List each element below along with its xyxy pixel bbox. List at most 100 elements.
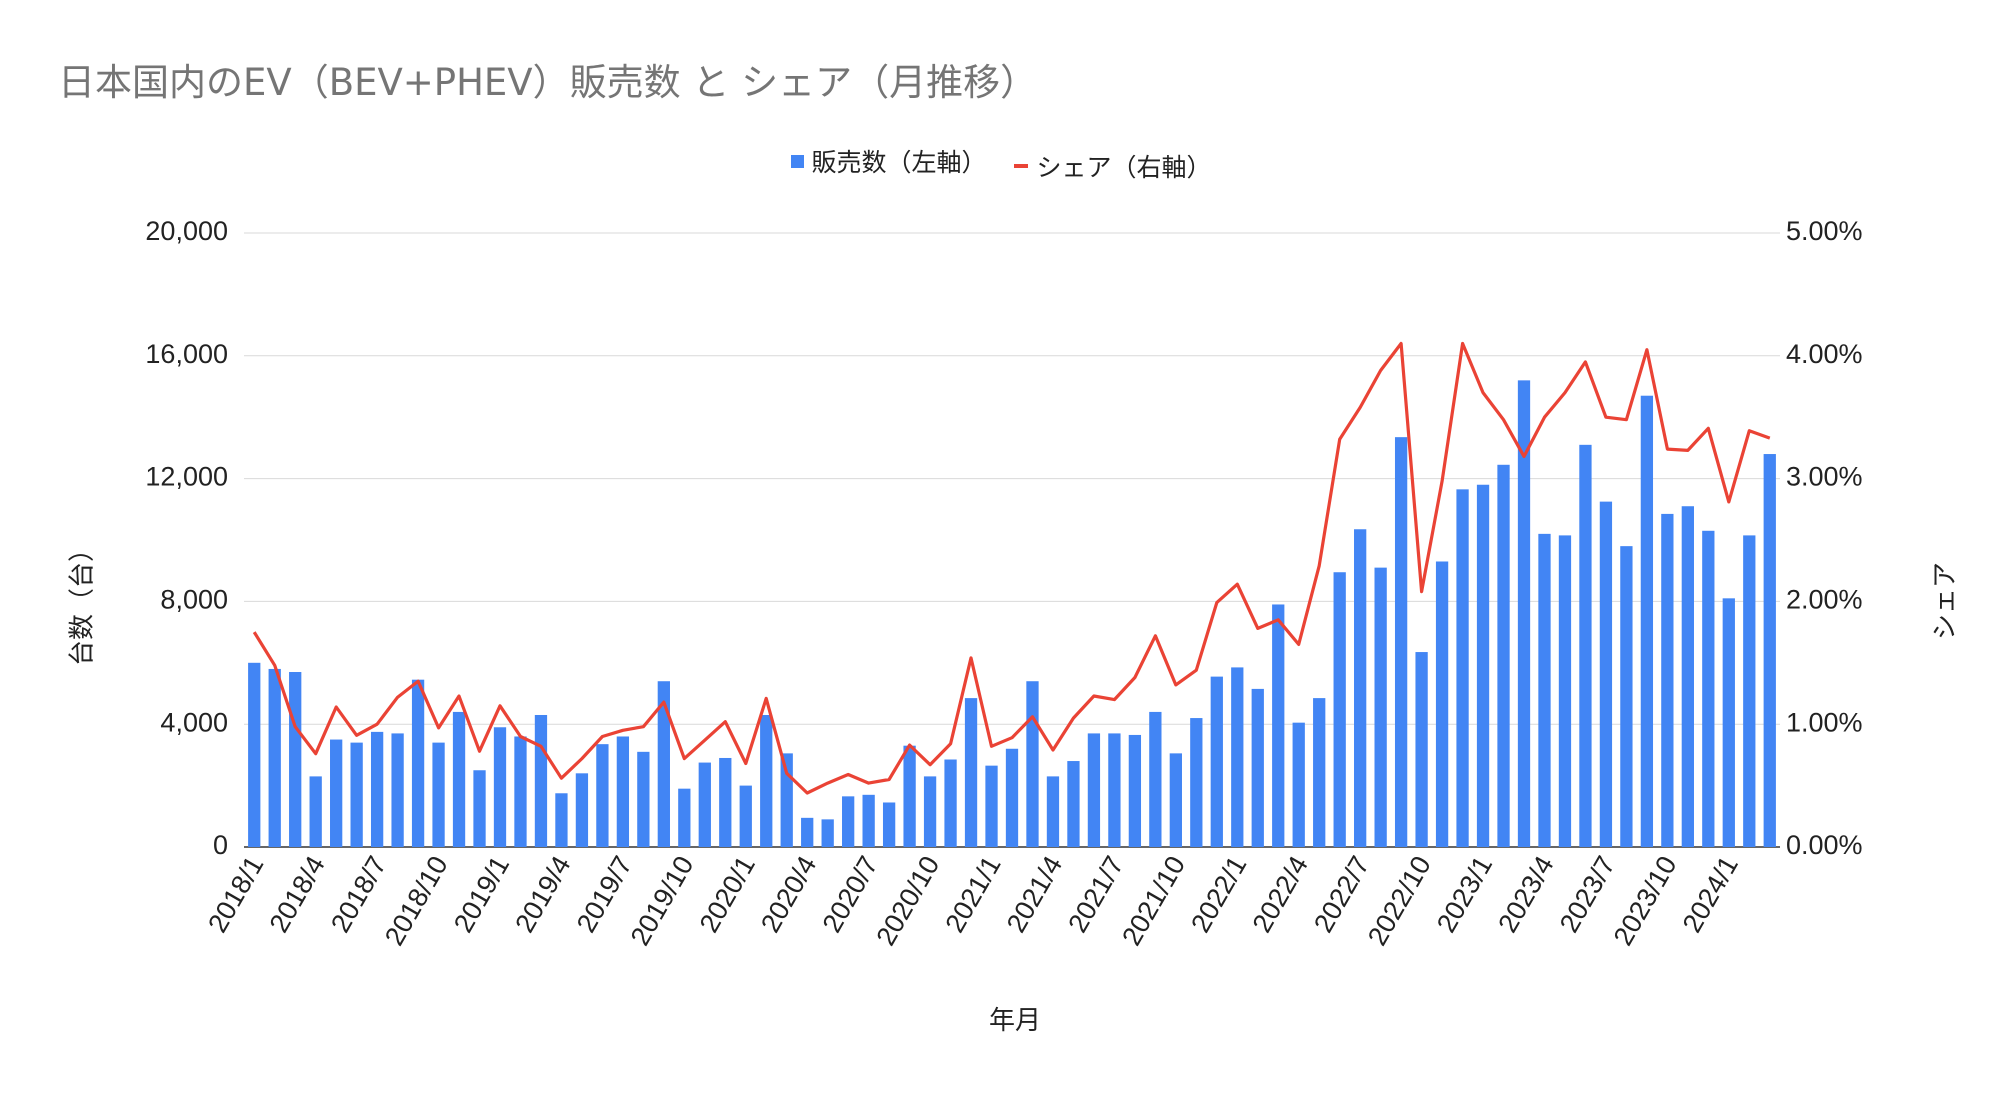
bar[interactable] bbox=[842, 796, 855, 847]
bar[interactable] bbox=[1517, 380, 1531, 847]
bar[interactable] bbox=[493, 727, 507, 847]
x-tick-label: 2021/1 bbox=[939, 851, 1006, 938]
x-tick-label: 2018/1 bbox=[202, 851, 269, 938]
bar[interactable] bbox=[1190, 718, 1203, 847]
bar[interactable] bbox=[1251, 688, 1264, 847]
y-tick-label-left: 12,000 bbox=[145, 462, 228, 492]
legend-item-share[interactable]: シェア（右軸） bbox=[1014, 148, 1211, 184]
y-tick-label-right: 0.00% bbox=[1786, 830, 1863, 860]
bar[interactable] bbox=[1681, 506, 1694, 847]
bar[interactable] bbox=[1763, 454, 1776, 847]
legend: 販売数（左軸） シェア（右軸） bbox=[0, 143, 2002, 184]
bar[interactable] bbox=[1354, 529, 1367, 847]
line-series bbox=[252, 341, 1771, 795]
bar[interactable] bbox=[1497, 464, 1510, 847]
bar[interactable] bbox=[657, 681, 670, 847]
bar[interactable] bbox=[370, 731, 384, 847]
bar[interactable] bbox=[719, 757, 732, 847]
x-tick-label: 2019/4 bbox=[509, 851, 576, 938]
bar[interactable] bbox=[452, 711, 466, 847]
bar[interactable] bbox=[596, 744, 609, 847]
bar[interactable] bbox=[944, 759, 957, 847]
bar[interactable] bbox=[1558, 535, 1572, 847]
bar[interactable] bbox=[1169, 753, 1182, 847]
bar[interactable] bbox=[268, 668, 281, 847]
bar[interactable] bbox=[1026, 681, 1039, 847]
bar[interactable] bbox=[985, 765, 998, 847]
bar[interactable] bbox=[1394, 437, 1408, 847]
bar[interactable] bbox=[330, 739, 343, 847]
bar[interactable] bbox=[1620, 546, 1633, 847]
bar[interactable] bbox=[1456, 489, 1469, 847]
bar[interactable] bbox=[1005, 748, 1019, 847]
bar[interactable] bbox=[698, 762, 711, 847]
bar[interactable] bbox=[1661, 513, 1674, 847]
bar[interactable] bbox=[391, 733, 404, 847]
bar[interactable] bbox=[1149, 711, 1162, 847]
bar[interactable] bbox=[1374, 567, 1387, 847]
bar[interactable] bbox=[473, 770, 486, 847]
x-tick-label: 2020/4 bbox=[755, 851, 822, 938]
bar[interactable] bbox=[616, 736, 630, 847]
bar[interactable] bbox=[821, 819, 834, 847]
bar[interactable] bbox=[1128, 734, 1142, 847]
bar[interactable] bbox=[248, 662, 261, 847]
chart-title: 日本国内のEV（BEV+PHEV）販売数 と シェア（月推移） bbox=[58, 61, 1038, 104]
bar[interactable] bbox=[760, 714, 773, 847]
legend-swatch-bar bbox=[790, 154, 804, 168]
bar[interactable] bbox=[555, 793, 568, 847]
bar[interactable] bbox=[1210, 676, 1223, 847]
bar[interactable] bbox=[1640, 395, 1654, 847]
bar[interactable] bbox=[1579, 444, 1592, 847]
bar[interactable] bbox=[964, 698, 978, 847]
bar[interactable] bbox=[411, 679, 425, 847]
x-axis-ticks: 2018/12018/42018/72018/102019/12019/4201… bbox=[202, 851, 1744, 951]
legend-item-sales[interactable]: 販売数（左軸） bbox=[790, 143, 987, 179]
bar[interactable] bbox=[1538, 533, 1551, 847]
y-tick-label-right: 2.00% bbox=[1786, 585, 1863, 615]
bar[interactable] bbox=[1722, 598, 1735, 847]
bar[interactable] bbox=[1046, 776, 1060, 847]
bar[interactable] bbox=[1435, 561, 1449, 847]
bar[interactable] bbox=[1702, 530, 1715, 847]
bar[interactable] bbox=[289, 672, 302, 847]
y-tick-label-left: 4,000 bbox=[160, 707, 228, 737]
y-axis-left-title: 台数（台） bbox=[68, 536, 98, 666]
bar[interactable] bbox=[923, 776, 937, 847]
bar[interactable] bbox=[1067, 761, 1080, 847]
x-tick-label: 2021/7 bbox=[1062, 851, 1129, 938]
bar[interactable] bbox=[1415, 652, 1428, 847]
bar[interactable] bbox=[801, 817, 814, 847]
bar[interactable] bbox=[514, 736, 527, 847]
bar[interactable] bbox=[739, 785, 752, 847]
bar[interactable] bbox=[575, 773, 589, 847]
bar[interactable] bbox=[637, 751, 650, 847]
bar[interactable] bbox=[350, 742, 363, 847]
x-tick-label: 2018/7 bbox=[325, 851, 392, 938]
bar[interactable] bbox=[1333, 572, 1346, 847]
bar[interactable] bbox=[1743, 535, 1756, 847]
x-tick-label: 2022/7 bbox=[1308, 851, 1375, 938]
bar[interactable] bbox=[1476, 484, 1490, 847]
bar[interactable] bbox=[1108, 733, 1121, 847]
y-tick-label-left: 16,000 bbox=[145, 339, 228, 369]
bar[interactable] bbox=[903, 745, 916, 847]
bar[interactable] bbox=[862, 794, 875, 847]
bar[interactable] bbox=[432, 742, 445, 847]
legend-label-share: シェア（右軸） bbox=[1036, 152, 1212, 182]
y-axis-right-ticks: 0.00% 1.00% 2.00% 3.00% 4.00% 5.00% bbox=[1786, 216, 1863, 860]
bar[interactable] bbox=[1231, 667, 1244, 847]
x-tick-label: 2019/1 bbox=[448, 851, 515, 938]
bar[interactable] bbox=[1599, 501, 1613, 847]
bar[interactable] bbox=[882, 802, 896, 847]
bar[interactable] bbox=[1292, 722, 1305, 847]
share-line[interactable] bbox=[252, 341, 1771, 795]
bar[interactable] bbox=[309, 776, 322, 847]
bar[interactable] bbox=[1272, 604, 1285, 847]
y-tick-label-left: 8,000 bbox=[160, 585, 228, 615]
bar[interactable] bbox=[678, 788, 691, 847]
bar[interactable] bbox=[1313, 698, 1326, 847]
legend-swatch-line bbox=[1014, 163, 1029, 168]
bar[interactable] bbox=[534, 714, 548, 847]
bar[interactable] bbox=[1087, 733, 1101, 847]
